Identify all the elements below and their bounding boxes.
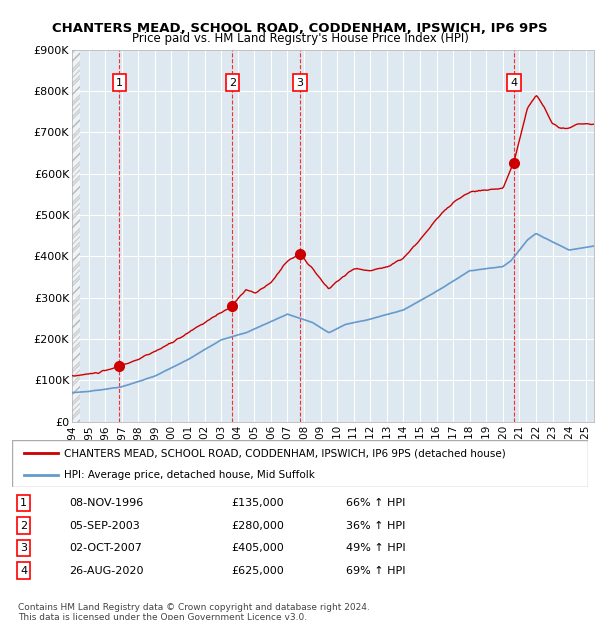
Text: Price paid vs. HM Land Registry's House Price Index (HPI): Price paid vs. HM Land Registry's House … [131,32,469,45]
Text: 05-SEP-2003: 05-SEP-2003 [70,521,140,531]
Text: 02-OCT-2007: 02-OCT-2007 [70,543,142,553]
Text: HPI: Average price, detached house, Mid Suffolk: HPI: Average price, detached house, Mid … [64,470,315,480]
Text: CHANTERS MEAD, SCHOOL ROAD, CODDENHAM, IPSWICH, IP6 9PS: CHANTERS MEAD, SCHOOL ROAD, CODDENHAM, I… [52,22,548,35]
FancyBboxPatch shape [12,440,588,487]
Text: 3: 3 [296,78,304,87]
Text: 49% ↑ HPI: 49% ↑ HPI [346,543,406,553]
Text: £135,000: £135,000 [231,498,284,508]
Text: £625,000: £625,000 [231,565,284,575]
Text: 4: 4 [510,78,517,87]
Text: CHANTERS MEAD, SCHOOL ROAD, CODDENHAM, IPSWICH, IP6 9PS (detached house): CHANTERS MEAD, SCHOOL ROAD, CODDENHAM, I… [64,448,506,458]
Text: 4: 4 [20,565,27,575]
Text: 08-NOV-1996: 08-NOV-1996 [70,498,144,508]
Text: 2: 2 [20,521,27,531]
Text: 36% ↑ HPI: 36% ↑ HPI [346,521,406,531]
Text: Contains HM Land Registry data © Crown copyright and database right 2024.: Contains HM Land Registry data © Crown c… [18,603,370,612]
Text: 3: 3 [20,543,27,553]
Text: 26-AUG-2020: 26-AUG-2020 [70,565,144,575]
Text: 1: 1 [116,78,123,87]
Text: 1: 1 [20,498,27,508]
Text: £405,000: £405,000 [231,543,284,553]
Text: 69% ↑ HPI: 69% ↑ HPI [346,565,406,575]
Text: 66% ↑ HPI: 66% ↑ HPI [346,498,406,508]
Text: This data is licensed under the Open Government Licence v3.0.: This data is licensed under the Open Gov… [18,613,307,620]
Text: £280,000: £280,000 [231,521,284,531]
Text: 2: 2 [229,78,236,87]
